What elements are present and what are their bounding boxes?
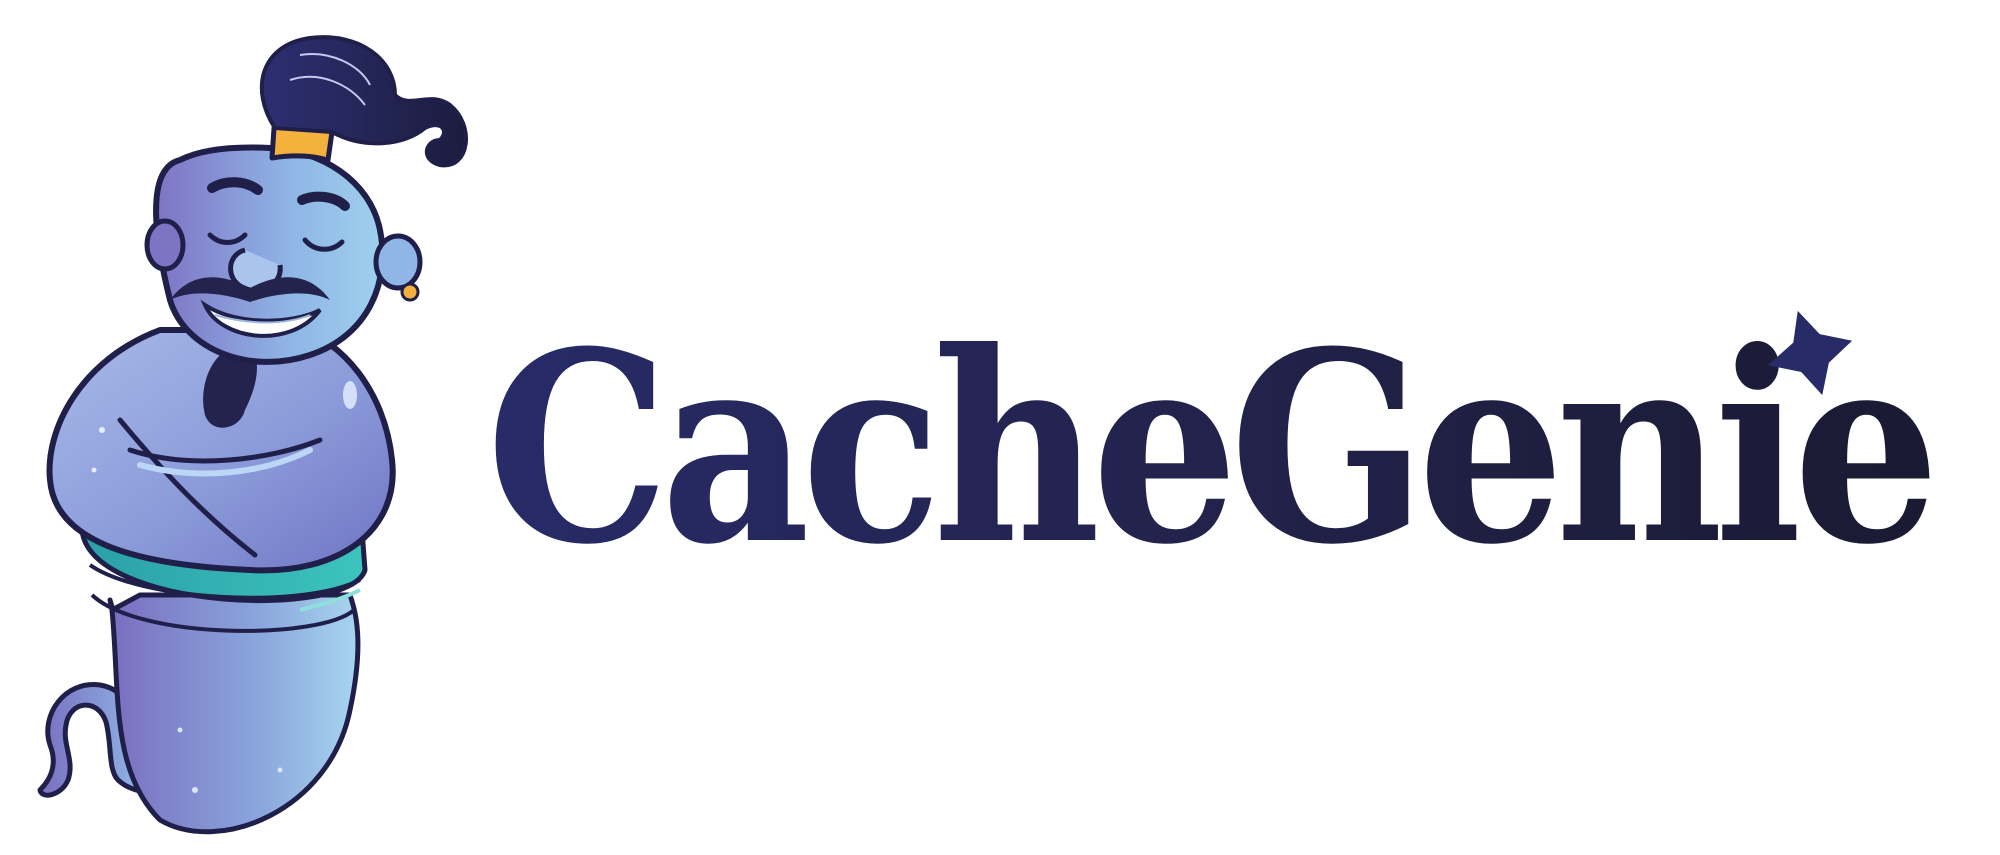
wordmark: CacheGenie — [486, 278, 1986, 618]
brand-name: CacheGenie — [486, 294, 1940, 602]
genie-mascot-icon — [20, 10, 470, 840]
star-icon — [1762, 305, 1858, 401]
